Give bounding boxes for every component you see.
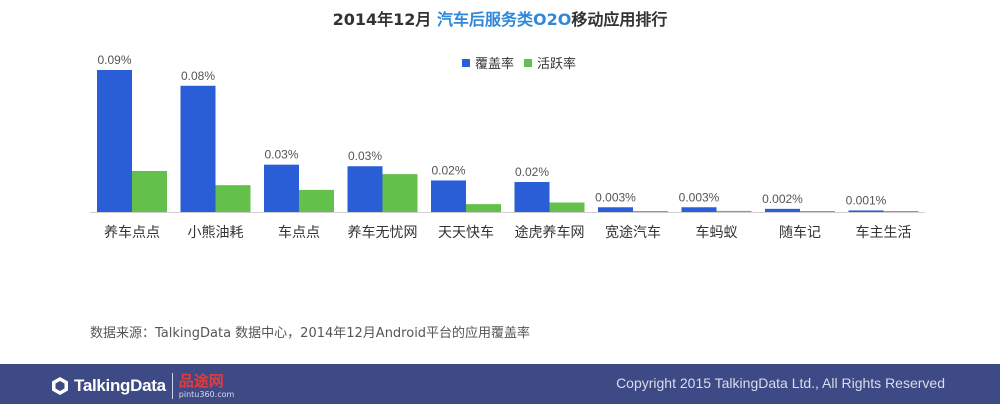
data-label: 0.08% <box>181 69 215 83</box>
data-label: 0.002% <box>762 192 803 206</box>
bar-activity <box>132 170 167 212</box>
x-tick-label: 车蚂蚁 <box>696 224 738 241</box>
bar-coverage <box>681 207 717 212</box>
bar-coverage <box>431 180 466 212</box>
x-tick-label: 车点点 <box>278 224 320 241</box>
chart-title: 2014年12月 汽车后服务类O2O移动应用排行 <box>0 6 1000 30</box>
partner-logo: 品途网 pintu360.com <box>178 371 235 399</box>
bar-activity <box>633 211 668 212</box>
data-label: 0.02% <box>515 165 549 179</box>
legend-item-activity: 活跃率 <box>524 53 576 72</box>
legend-item-coverage: 覆盖率 <box>462 53 514 72</box>
bar-coverage <box>97 70 132 212</box>
x-tick-label: 小熊油耗 <box>188 225 244 241</box>
bar-chart: 0.09% 养车点点 0.08% 小熊油耗 0.03% 车点点 0.03% 养车无忧网 0.02… <box>90 53 925 241</box>
x-tick-label: 养车无忧网 <box>348 224 418 241</box>
bar-activity <box>716 210 752 212</box>
bar-coverage <box>180 85 216 212</box>
bar-activity <box>549 202 585 212</box>
data-label: 0.003% <box>595 190 636 204</box>
bar-coverage <box>765 208 800 212</box>
legend: 覆盖率 活跃率 <box>462 53 576 72</box>
bar-activity <box>215 185 251 212</box>
bar-activity <box>382 174 418 212</box>
talkingdata-logo-icon <box>52 377 68 395</box>
legend-swatch-coverage <box>462 58 470 67</box>
source-note: 数据来源：TalkingData 数据中心，2014年12月Android平台的… <box>90 326 531 341</box>
bar-activity <box>466 204 501 212</box>
x-tick-label: 车主生活 <box>856 224 912 241</box>
title-prefix: 2014年12月 <box>332 10 437 29</box>
title-highlight: 汽车后服务类O2O <box>437 10 572 29</box>
data-label: 0.09% <box>97 53 131 67</box>
partner-name: 品途网 <box>178 371 224 390</box>
x-tick-label: 途虎养车网 <box>515 224 585 241</box>
legend-swatch-activity <box>524 58 533 67</box>
legend-label-activity: 活跃率 <box>537 57 577 72</box>
data-label: 0.003% <box>679 190 720 204</box>
data-label: 0.03% <box>348 149 382 163</box>
logo-text: TalkingData <box>74 376 166 395</box>
data-label: 0.001% <box>846 193 887 207</box>
x-tick-label: 养车点点 <box>104 224 160 241</box>
bar-activity <box>883 211 919 212</box>
logo-separator <box>171 373 173 399</box>
title-suffix: 移动应用排行 <box>571 10 668 29</box>
x-tick-label: 随车记 <box>779 224 821 241</box>
x-tick-label: 宽途汽车 <box>605 224 661 241</box>
x-tick-label: 天天快车 <box>438 224 494 241</box>
data-label: 0.03% <box>264 148 298 162</box>
copyright-text: Copyright 2015 TalkingData Ltd., All Rig… <box>616 375 945 391</box>
bar-coverage <box>514 182 550 212</box>
bar-coverage <box>848 210 884 212</box>
bar-activity <box>800 211 835 212</box>
bar-activity <box>299 189 334 212</box>
footer-bar: TalkingData 品途网 pintu360.com Copyright 2… <box>0 364 1000 404</box>
legend-label-coverage: 覆盖率 <box>475 57 515 72</box>
bar-coverage <box>347 166 383 212</box>
bar-coverage <box>598 207 633 212</box>
data-label: 0.02% <box>431 163 465 177</box>
partner-url: pintu360.com <box>178 389 235 399</box>
talkingdata-logo: TalkingData 品途网 pintu360.com <box>50 373 234 399</box>
bar-coverage <box>264 164 299 212</box>
